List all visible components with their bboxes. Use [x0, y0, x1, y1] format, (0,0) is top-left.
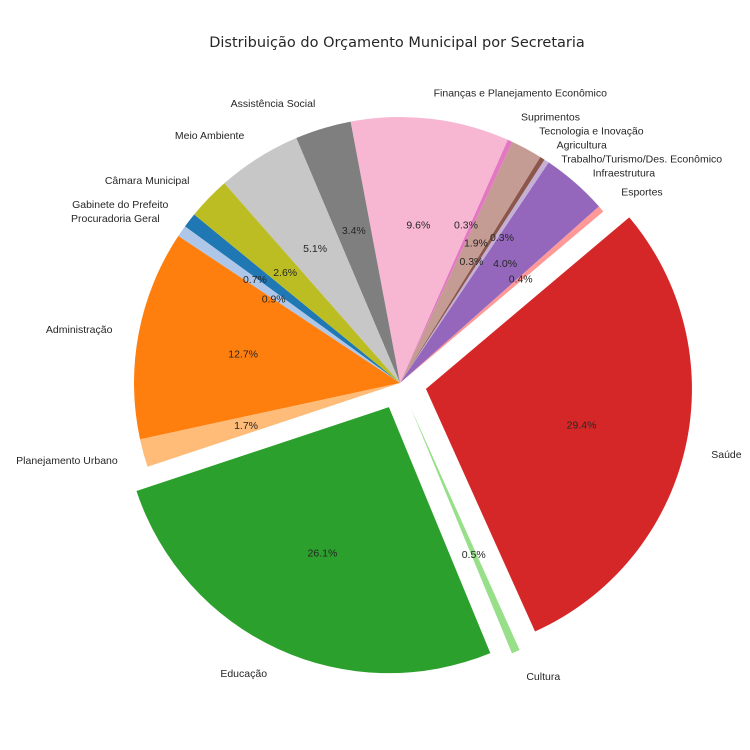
- pie-slice-10: [400, 156, 545, 383]
- slice-label: Suprimentos: [521, 112, 580, 124]
- slice-percent-label: 0.9%: [262, 293, 286, 305]
- slice-label: Tecnologia e Inovação: [539, 126, 644, 138]
- pie-slice-4: [136, 407, 491, 674]
- pie-slice-5: [410, 407, 520, 654]
- slice-percent-label: 29.4%: [567, 419, 597, 431]
- slice-label: Cultura: [526, 671, 560, 683]
- slice-label: Trabalho/Turismo/Des. Econômico: [561, 154, 722, 166]
- pie-labels: Gabinete do Prefeito 0.9% Procuradoria Ger…: [16, 87, 742, 683]
- slice-label: Infraestrutura: [593, 168, 656, 180]
- slice-percent-label: 5.1%: [303, 243, 327, 255]
- pie-slice-14: [296, 121, 400, 383]
- pie-slice-2: [133, 236, 400, 440]
- slice-percent-label: 4.0%: [493, 258, 517, 270]
- slice-percent-label: 9.6%: [406, 219, 430, 231]
- slice-label: Administração: [46, 324, 113, 336]
- pie-slice-6: [425, 217, 692, 632]
- chart-title: Distribuição do Orçamento Municipal por …: [209, 35, 585, 51]
- slice-label: Esportes: [621, 186, 662, 198]
- slice-percent-label: 3.4%: [342, 225, 366, 237]
- slice-label: Procuradoria Geral: [71, 213, 160, 225]
- pie-slice-1: [178, 226, 400, 383]
- pie-slice-16: [194, 183, 400, 383]
- slice-percent-label: 0.5%: [462, 549, 486, 561]
- slice-percent-label: 0.3%: [454, 220, 478, 232]
- slice-percent-label: 1.7%: [234, 420, 258, 432]
- slice-percent-label: 12.7%: [228, 349, 258, 361]
- slice-label: Planejamento Urbano: [16, 455, 118, 467]
- slice-label: Gabinete do Prefeito: [72, 199, 168, 211]
- slice-label: Finanças e Planejamento Econômico: [434, 87, 608, 99]
- slice-percent-label: 1.9%: [464, 238, 488, 250]
- pie-slice-8: [400, 162, 599, 383]
- slice-percent-label: 2.6%: [273, 267, 297, 279]
- pie-slice-9: [400, 159, 549, 383]
- slice-label: Assistência Social: [231, 98, 316, 110]
- slice-label: Saúde: [711, 449, 742, 461]
- slice-label: Meio Ambiente: [175, 130, 245, 142]
- pie-slices: [133, 117, 692, 674]
- slice-percent-label: 0.4%: [509, 274, 533, 286]
- pie-slice-3: [140, 383, 401, 467]
- pie-slice-12: [400, 139, 513, 383]
- slice-label: Câmara Municipal: [105, 175, 190, 187]
- pie-slice-0: [184, 214, 400, 383]
- pie-slice-15: [224, 138, 400, 383]
- pie-slice-13: [350, 117, 508, 384]
- slice-label: Educação: [220, 668, 267, 680]
- pie-slice-11: [400, 141, 541, 383]
- slice-percent-label: 0.3%: [459, 256, 483, 268]
- slice-label: Agricultura: [557, 140, 607, 152]
- slice-percent-label: 0.7%: [243, 274, 267, 286]
- slice-percent-label: 26.1%: [308, 547, 338, 559]
- slice-percent-label: 0.3%: [490, 232, 514, 244]
- pie-slice-7: [400, 206, 604, 383]
